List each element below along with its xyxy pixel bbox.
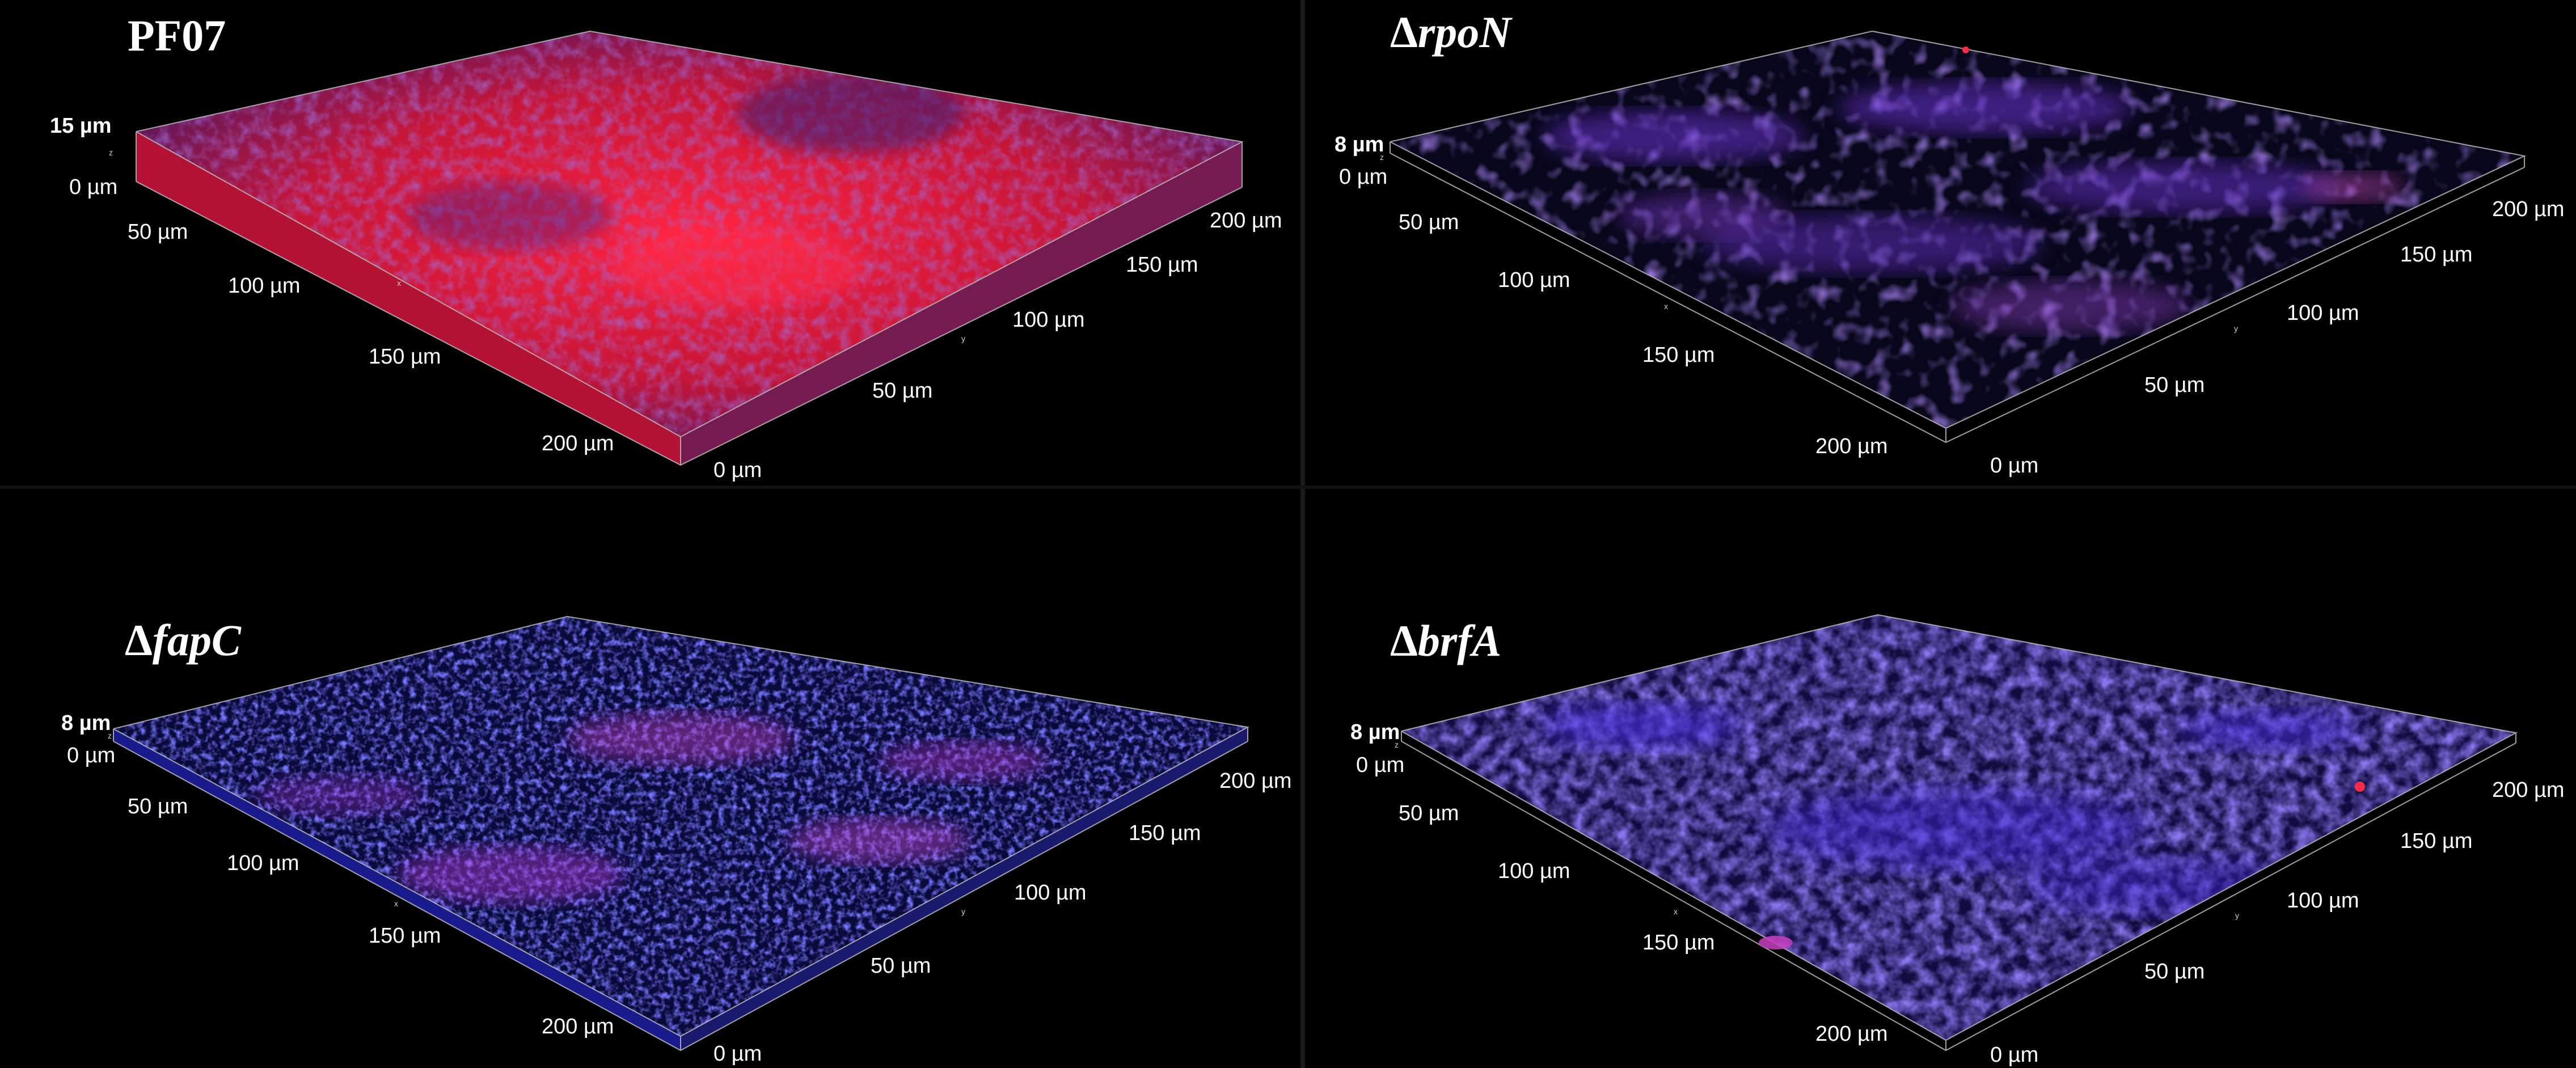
z-axis-zero-label: 0 µm [1356,753,1405,777]
x-axis-letter: x [394,899,398,908]
x-tick-100: 100 µm [227,851,299,875]
x-tick-50: 50 µm [128,220,188,244]
y-tick-100: 100 µm [2287,889,2359,913]
panel-fapc: ΔfapC 8 µm z 0 µm 50 µm 100 µm x 150 µm … [0,489,1300,1068]
y-tick-50: 50 µm [2144,960,2205,983]
z-axis-letter: z [1380,153,1384,162]
z-axis-top-label: 8 µm [61,711,111,735]
z-axis-top-label: 8 µm [1350,720,1400,744]
panel-divider-vertical [1300,0,1305,1068]
x-axis-letter: x [1664,302,1668,311]
panel-title: ΔfapC [125,615,241,665]
z-axis-top-label: 8 µm [1335,133,1384,157]
y-tick-150: 150 µm [1129,821,1201,845]
y-tick-50: 50 µm [872,379,933,403]
x-tick-100: 100 µm [1498,859,1570,883]
y-tick-100: 100 µm [1012,308,1085,332]
z-axis-letter: z [1395,740,1399,749]
y-tick-100: 100 µm [2287,301,2359,325]
x-tick-200: 200 µm [542,432,614,455]
y-tick-0: 0 µm [713,1042,762,1066]
x-tick-150: 150 µm [1642,343,1715,367]
biofilm-render-brfa [1401,614,2518,1052]
y-axis-letter: y [961,907,965,916]
y-tick-200: 200 µm [1210,209,1282,233]
panel-rpon: ΔrpoN 8 µm z 0 µm 50 µm 100 µm x 150 µm … [1305,0,2576,486]
y-tick-50: 50 µm [2144,373,2205,397]
biofilm-render-rpon [1390,30,2527,444]
z-axis-letter: z [108,731,112,740]
x-tick-150: 150 µm [369,924,441,948]
x-tick-50: 50 µm [128,795,188,818]
y-tick-200: 200 µm [2492,778,2565,802]
y-axis-letter: y [2235,911,2239,920]
biofilm-render-pf07 [136,30,1244,466]
z-axis-top-label: 15 µm [50,114,112,138]
y-tick-200: 200 µm [1219,769,1292,793]
y-tick-150: 150 µm [1126,253,1198,277]
x-tick-50: 50 µm [1399,801,1459,825]
panel-pf07: PF07 15 µm z 0 µm 50 µm 100 µm x 150 µm … [0,0,1300,486]
x-tick-200: 200 µm [1815,434,1888,458]
x-tick-200: 200 µm [542,1015,614,1039]
y-tick-150: 150 µm [2400,829,2473,853]
z-axis-zero-label: 0 µm [69,175,118,199]
z-axis-zero-label: 0 µm [1339,165,1388,189]
y-axis-letter: y [2234,324,2238,333]
y-tick-200: 200 µm [2492,197,2565,221]
y-tick-0: 0 µm [1990,1043,2039,1067]
panel-divider-horizontal [0,486,2576,489]
x-tick-50: 50 µm [1399,210,1459,234]
y-axis-letter: y [961,334,965,343]
x-tick-100: 100 µm [1498,268,1570,292]
y-tick-50: 50 µm [871,954,931,978]
y-tick-100: 100 µm [1014,881,1087,905]
z-axis-letter: z [109,148,113,157]
y-tick-0: 0 µm [713,458,762,482]
x-tick-150: 150 µm [1642,931,1715,955]
panel-title: PF07 [128,11,226,60]
x-tick-150: 150 µm [369,345,441,369]
y-tick-150: 150 µm [2400,243,2473,267]
x-tick-100: 100 µm [228,274,301,298]
x-tick-200: 200 µm [1815,1022,1888,1046]
y-tick-0: 0 µm [1990,454,2039,478]
panel-title: ΔbrfA [1390,616,1502,665]
z-axis-zero-label: 0 µm [67,744,116,767]
x-axis-letter: x [1674,907,1678,916]
x-axis-letter: x [397,278,401,288]
panel-brfa: ΔbrfA 8 µm z 0 µm 50 µm 100 µm x 150 µm … [1305,489,2576,1068]
biofilm-render-fapc [113,615,1250,1052]
panel-title: ΔrpoN [1390,7,1511,57]
